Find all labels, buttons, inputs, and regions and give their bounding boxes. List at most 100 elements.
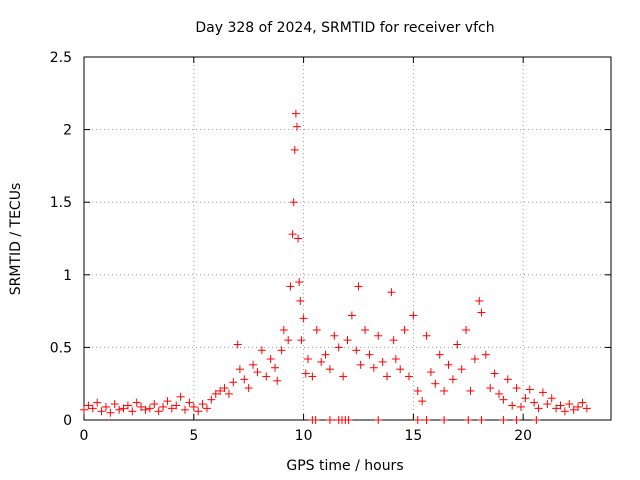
data-point (490, 369, 499, 378)
data-point (294, 234, 303, 243)
data-point (508, 401, 517, 410)
data-point (110, 400, 119, 409)
grid (84, 57, 611, 420)
data-point (344, 416, 353, 424)
data-point (516, 402, 525, 411)
data-point (325, 365, 334, 374)
data-point (194, 407, 203, 416)
data-point (556, 401, 565, 410)
data-point (266, 355, 275, 364)
data-point (301, 369, 310, 378)
data-point (273, 376, 282, 385)
data-point (453, 340, 462, 349)
data-point (297, 336, 306, 345)
data-point (413, 386, 422, 395)
data-point (233, 340, 242, 349)
data-point (325, 416, 334, 424)
data-point (435, 350, 444, 359)
data-point (249, 360, 258, 369)
data-point (374, 331, 383, 340)
data-point (176, 392, 185, 401)
data-point (354, 282, 363, 291)
data-point (440, 386, 449, 395)
axis-ticks: 0 5 10 15 20 0 0.5 1 1.5 2 2.5 (50, 50, 611, 444)
data-point (339, 372, 348, 381)
data-point (93, 398, 102, 407)
data-point (466, 386, 475, 395)
data-point (216, 386, 225, 395)
data-point (132, 398, 141, 407)
data-point (330, 331, 339, 340)
data-point (106, 408, 115, 417)
data-point (532, 416, 541, 424)
data-point (477, 308, 486, 317)
data-point (512, 416, 521, 424)
y-tick-label: 1.5 (50, 195, 72, 211)
data-point (185, 398, 194, 407)
data-point (486, 384, 495, 393)
data-point (289, 198, 298, 207)
chart-title: Day 328 of 2024, SRMTID for receiver vfc… (195, 20, 494, 36)
plot-frame (83, 56, 612, 421)
data-point (101, 402, 110, 411)
data-point (422, 416, 431, 424)
data-point (115, 405, 124, 414)
data-point (444, 360, 453, 369)
data-point (499, 395, 508, 404)
data-point (374, 416, 383, 424)
data-point (538, 388, 547, 397)
data-point (80, 405, 88, 414)
data-point (495, 389, 504, 398)
data-point (88, 404, 97, 413)
data-point (308, 372, 317, 381)
data-point (475, 296, 484, 305)
y-tick-label: 2 (63, 123, 72, 139)
data-point (97, 407, 106, 416)
data-point (211, 389, 220, 398)
data-point (431, 379, 440, 388)
data-point (413, 416, 422, 424)
data-point (145, 404, 154, 413)
data-point (334, 343, 343, 352)
data-point (418, 397, 427, 406)
y-tick-label: 2.5 (50, 50, 72, 66)
data-point (422, 331, 431, 340)
data-point (343, 336, 352, 345)
data-point (311, 416, 320, 424)
x-tick-label: 5 (189, 428, 198, 444)
data-point (317, 357, 326, 366)
data-point (521, 394, 530, 403)
data-point (365, 350, 374, 359)
data-point (512, 384, 521, 393)
data-point (207, 395, 216, 404)
data-point (503, 375, 512, 384)
x-tick-label: 10 (295, 428, 313, 444)
data-point (525, 385, 534, 394)
data-point (481, 350, 490, 359)
data-point (299, 314, 308, 323)
data-point (448, 375, 457, 384)
data-point (400, 325, 409, 334)
data-point (244, 384, 253, 393)
data-point (560, 407, 569, 416)
data-point (426, 368, 435, 377)
data-point (369, 363, 378, 372)
data-point (295, 278, 304, 287)
data-point (387, 288, 396, 297)
data-point (257, 346, 266, 355)
data-point (534, 404, 543, 413)
data-point (189, 402, 198, 411)
x-tick-label: 20 (514, 428, 532, 444)
x-tick-label: 0 (80, 428, 89, 444)
data-point (220, 384, 229, 393)
data-point (464, 416, 473, 424)
data-point (167, 404, 176, 413)
data-point (404, 372, 413, 381)
data-point (477, 416, 486, 424)
data-point (543, 400, 552, 409)
data-point (383, 372, 392, 381)
data-point (277, 346, 286, 355)
data-point (378, 357, 387, 366)
data-point (262, 372, 271, 381)
data-point (552, 404, 561, 413)
